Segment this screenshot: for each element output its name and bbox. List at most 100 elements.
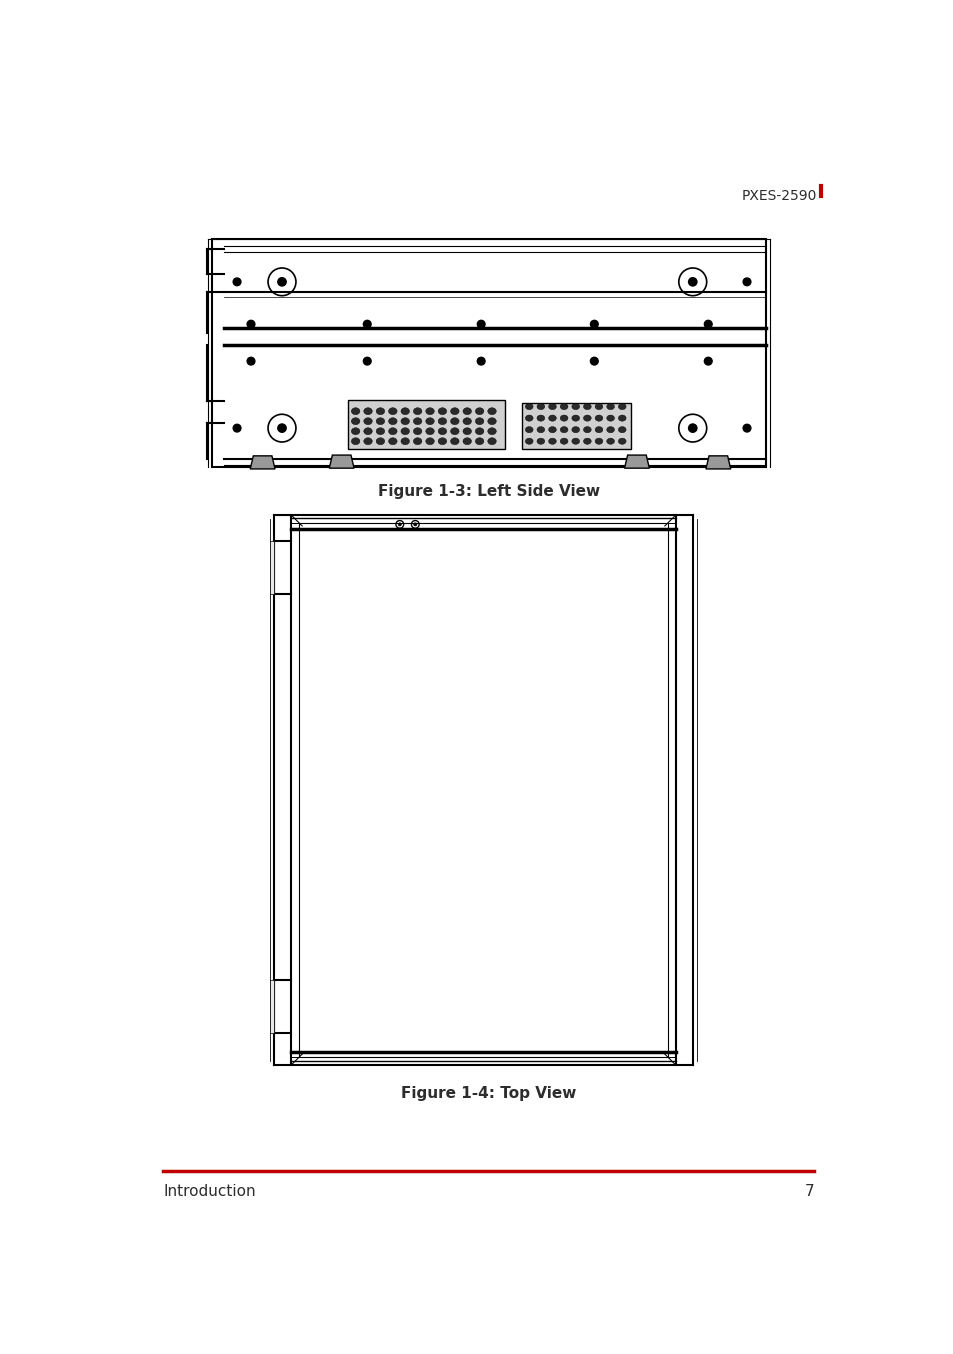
Ellipse shape (537, 427, 544, 433)
Circle shape (414, 523, 416, 525)
Ellipse shape (400, 437, 409, 444)
Ellipse shape (413, 418, 421, 425)
Ellipse shape (559, 403, 567, 410)
Ellipse shape (559, 427, 567, 433)
Ellipse shape (351, 408, 359, 414)
Polygon shape (624, 455, 649, 468)
Ellipse shape (375, 428, 384, 435)
Ellipse shape (571, 403, 579, 410)
Ellipse shape (487, 428, 496, 435)
Circle shape (742, 424, 750, 432)
Ellipse shape (462, 408, 471, 414)
Polygon shape (270, 542, 274, 593)
Polygon shape (521, 402, 630, 450)
Ellipse shape (618, 439, 625, 444)
Ellipse shape (375, 418, 384, 425)
Ellipse shape (363, 428, 372, 435)
Ellipse shape (450, 418, 458, 425)
Ellipse shape (606, 416, 614, 421)
Ellipse shape (548, 416, 556, 421)
Ellipse shape (413, 408, 421, 414)
Ellipse shape (525, 403, 533, 410)
Ellipse shape (437, 408, 446, 414)
Ellipse shape (525, 416, 533, 421)
Ellipse shape (595, 439, 602, 444)
Ellipse shape (425, 437, 434, 444)
Ellipse shape (548, 403, 556, 410)
Ellipse shape (583, 416, 591, 421)
Ellipse shape (595, 427, 602, 433)
Ellipse shape (437, 437, 446, 444)
Circle shape (247, 321, 254, 328)
Ellipse shape (375, 437, 384, 444)
Ellipse shape (413, 437, 421, 444)
Ellipse shape (437, 428, 446, 435)
Ellipse shape (537, 403, 544, 410)
Circle shape (233, 424, 241, 432)
Ellipse shape (388, 437, 396, 444)
Text: PXES-2590: PXES-2590 (740, 188, 816, 203)
Text: 7: 7 (804, 1183, 814, 1198)
Circle shape (276, 278, 287, 287)
Circle shape (476, 321, 484, 328)
Ellipse shape (606, 427, 614, 433)
Ellipse shape (525, 427, 533, 433)
Ellipse shape (595, 403, 602, 410)
Ellipse shape (559, 416, 567, 421)
Ellipse shape (413, 428, 421, 435)
Ellipse shape (277, 279, 286, 284)
Circle shape (276, 424, 287, 433)
Ellipse shape (487, 437, 496, 444)
Polygon shape (270, 980, 274, 1033)
Ellipse shape (388, 418, 396, 425)
Circle shape (590, 357, 598, 366)
Polygon shape (250, 456, 274, 468)
Ellipse shape (618, 403, 625, 410)
Polygon shape (329, 455, 354, 468)
Circle shape (703, 357, 711, 366)
Ellipse shape (351, 428, 359, 435)
Ellipse shape (363, 437, 372, 444)
Ellipse shape (351, 418, 359, 425)
Ellipse shape (571, 416, 579, 421)
Ellipse shape (618, 427, 625, 433)
Ellipse shape (425, 428, 434, 435)
Circle shape (687, 278, 697, 287)
Ellipse shape (450, 428, 458, 435)
Ellipse shape (462, 437, 471, 444)
Circle shape (703, 321, 711, 328)
Circle shape (476, 357, 484, 366)
Polygon shape (348, 399, 505, 450)
Ellipse shape (571, 427, 579, 433)
Circle shape (687, 424, 697, 433)
Ellipse shape (525, 439, 533, 444)
Ellipse shape (548, 439, 556, 444)
Ellipse shape (400, 408, 409, 414)
Ellipse shape (595, 416, 602, 421)
Ellipse shape (388, 408, 396, 414)
Ellipse shape (537, 439, 544, 444)
Ellipse shape (388, 428, 396, 435)
Ellipse shape (475, 428, 483, 435)
Ellipse shape (548, 427, 556, 433)
Ellipse shape (618, 416, 625, 421)
Ellipse shape (462, 418, 471, 425)
Ellipse shape (475, 408, 483, 414)
Circle shape (397, 523, 401, 525)
Text: Figure 1-3: Left Side View: Figure 1-3: Left Side View (377, 485, 599, 500)
Ellipse shape (425, 418, 434, 425)
Circle shape (233, 278, 241, 286)
Ellipse shape (688, 279, 697, 284)
Ellipse shape (425, 408, 434, 414)
Ellipse shape (375, 408, 384, 414)
Ellipse shape (400, 428, 409, 435)
Ellipse shape (606, 403, 614, 410)
Ellipse shape (475, 437, 483, 444)
Ellipse shape (606, 439, 614, 444)
Ellipse shape (583, 427, 591, 433)
Ellipse shape (437, 418, 446, 425)
Ellipse shape (450, 408, 458, 414)
Ellipse shape (363, 408, 372, 414)
Ellipse shape (351, 437, 359, 444)
Circle shape (590, 321, 598, 328)
